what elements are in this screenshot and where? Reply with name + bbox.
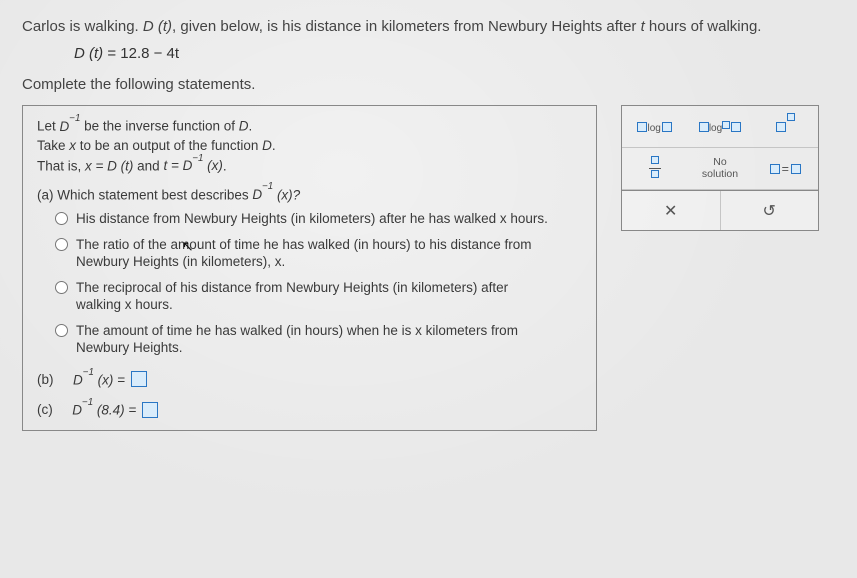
take-line: Take x to be an output of the function D… [37,137,582,155]
close-icon: ✕ [664,201,677,221]
part-c-label: (c) [37,402,53,417]
part-c: (c) D−1 (8.4) = [37,401,582,418]
x-eq-dt: x = D (t) [85,158,133,173]
nosol-2: solution [702,168,738,180]
t-eq-dinv: t = D−1 (x) [163,158,222,173]
reset-icon: ↺ [763,201,776,221]
d-of-t: D (t) [143,18,172,35]
part-b: (b) D−1 (x) = [37,371,582,388]
that-a: That is, [37,158,85,173]
choice-3-text: The reciprocal of his distance from Newb… [76,279,556,314]
tool-eq-l [770,164,780,174]
choice-3[interactable]: The reciprocal of his distance from Newb… [55,279,582,314]
d-inv-d: D [60,119,70,134]
equation: D (t) = 12.8 − 4t [74,45,835,62]
intro-text-1: Carlos is walking. [22,18,143,35]
toolbox: log log Nosolution = [621,105,819,231]
part-a-tail: (x)? [273,187,300,202]
choice-4-radio[interactable] [55,324,68,337]
choice-1-text: His distance from Newbury Heights (in ki… [76,210,548,228]
tool-frac-num [651,156,659,164]
tool-eq-r [791,164,801,174]
tool-log[interactable]: log [622,106,687,148]
part-a-dinv: D−1 [252,187,273,202]
that-line: That is, x = D (t) and t = D−1 (x). [37,156,582,176]
part-a-d: D [252,187,262,202]
let-c: . [248,119,252,134]
part-b-expr: D−1 (x) = [73,371,125,388]
t-eq-dinv-d: t = D [163,158,192,173]
part-b-answer-box[interactable] [131,371,147,387]
tool-exponent[interactable] [753,106,818,148]
let-line: Let D−1 be the inverse function of D. [37,116,582,136]
take-b: to be an output of the function [76,138,262,153]
tool-no-solution[interactable]: Nosolution [687,148,752,190]
tool-logb-sub [722,121,730,129]
tool-eq-sign: = [782,162,789,176]
instruction: Complete the following statements. [22,76,835,93]
part-c-d: D [72,403,82,418]
tool-exp-sup [787,113,795,121]
tool-log-box [637,122,647,132]
problem-statement: Carlos is walking. D (t), given below, i… [22,18,835,35]
part-b-d: D [73,372,83,387]
d-letter-2: D [262,138,272,153]
that-c: . [223,158,227,173]
choice-2[interactable]: The ratio of the amount of time he has w… [55,236,582,271]
tool-logb-box2 [731,122,741,132]
that-b: and [133,158,163,173]
tool-equals[interactable]: = [753,148,818,190]
tool-log-label: log [647,123,660,134]
take-c: . [272,138,276,153]
part-a-pre: (a) Which statement best describes [37,187,252,202]
t-eq-dinv-tail: (x) [203,158,223,173]
take-a: Take [37,138,69,153]
choice-1[interactable]: His distance from Newbury Heights (in ki… [55,210,582,228]
part-b-tail: (x) = [94,372,125,387]
close-button[interactable]: ✕ [622,191,721,230]
part-a-label: (a) Which statement best describes D−1 (… [37,186,582,203]
part-b-label: (b) [37,372,54,387]
equation-rhs: = 12.8 − 4t [103,45,179,62]
tool-log-base[interactable]: log [687,106,752,148]
choice-4[interactable]: The amount of time he has walked (in hou… [55,322,582,357]
tool-logb-label: log [709,123,722,134]
question-box: Let D−1 be the inverse function of D. Ta… [22,105,597,431]
part-c-expr: D−1 (8.4) = [72,401,136,418]
choice-2-radio[interactable] [55,238,68,251]
choice-4-text: The amount of time he has walked (in hou… [76,322,556,357]
choice-3-radio[interactable] [55,281,68,294]
tool-frac-den [651,170,659,178]
tool-log-box2 [662,122,672,132]
nosol-1: No [713,156,726,168]
intro-text-2: , given below, is his distance in kilome… [172,18,641,35]
choice-1-radio[interactable] [55,212,68,225]
let-a: Let [37,119,60,134]
d-inv: D−1 [60,119,81,134]
reset-button[interactable]: ↺ [721,191,819,230]
tool-fraction[interactable] [622,148,687,190]
equation-lhs: D (t) [74,45,103,62]
let-b: be the inverse function of [80,119,238,134]
part-c-answer-box[interactable] [142,402,158,418]
part-c-tail: (8.4) = [93,403,136,418]
intro-text-3: hours of walking. [645,18,762,35]
choice-2-text: The ratio of the amount of time he has w… [76,236,556,271]
tool-exp-base [776,122,786,132]
tool-logb-box [699,122,709,132]
